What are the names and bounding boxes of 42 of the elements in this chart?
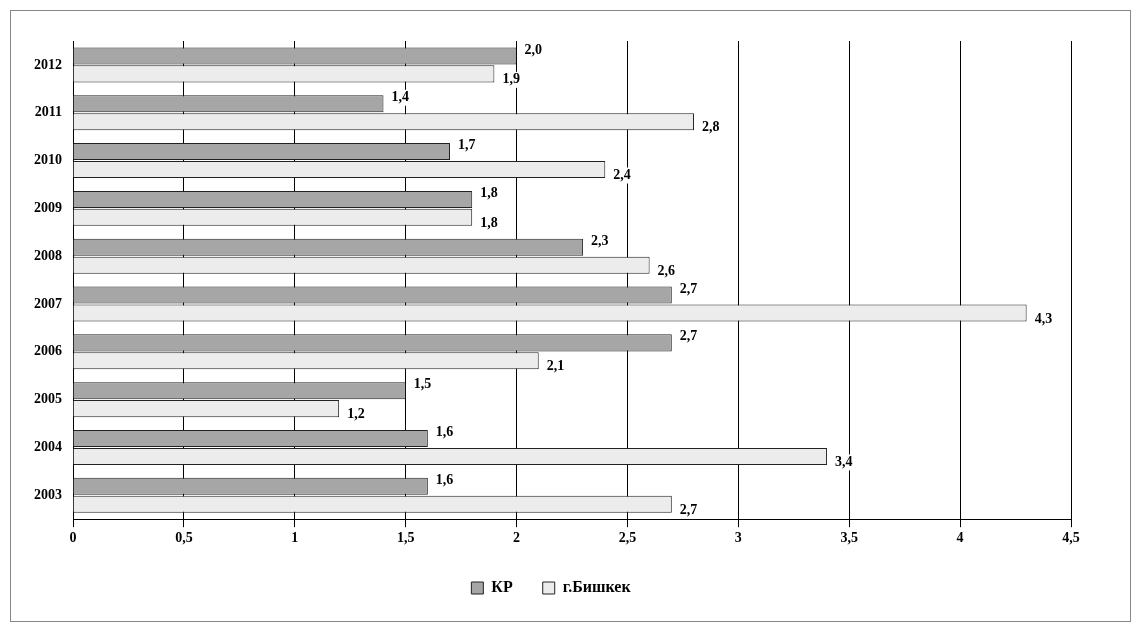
y-tick-label: 2007 [34, 295, 62, 311]
data-label: 3,4 [835, 454, 853, 470]
data-label: 1,4 [391, 89, 409, 105]
x-tick-label: 1 [291, 530, 299, 546]
y-tick-label: 2005 [34, 391, 62, 407]
y-tick-label: 2009 [34, 199, 62, 215]
data-label: 2,7 [679, 328, 698, 344]
data-label: 2,7 [679, 280, 698, 296]
data-label: 1,6 [435, 471, 454, 487]
x-tick-label: 0,5 [175, 530, 193, 546]
data-label: 1,9 [502, 71, 520, 87]
x-tick-label: 0 [69, 530, 77, 546]
data-label: 1,5 [413, 376, 432, 392]
data-label: 1,8 [480, 185, 498, 201]
data-label: 1,6 [435, 424, 454, 440]
data-label: 1,7 [458, 137, 476, 153]
x-tick-label: 2,5 [618, 530, 637, 546]
y-tick-label: 2012 [34, 56, 62, 72]
legend-label: г.Бишкек [562, 578, 632, 596]
data-label: 2,3 [591, 232, 609, 248]
data-label: 2,0 [524, 41, 543, 57]
x-tick-label: 3,5 [840, 530, 858, 546]
data-label: 2,8 [701, 119, 720, 135]
x-tick-label: 1,5 [396, 530, 415, 546]
y-tick-label: 2003 [34, 486, 62, 502]
x-tick-label: 2 [513, 530, 521, 546]
y-tick-label: 2011 [34, 104, 62, 120]
x-tick-label: 4 [956, 530, 964, 546]
data-label: 1,8 [480, 214, 498, 230]
y-tick-label: 2008 [34, 247, 62, 263]
legend-label: КР [491, 578, 513, 596]
y-tick-label: 2004 [34, 439, 62, 455]
data-label: 2,1 [546, 358, 565, 374]
data-label: 1,2 [347, 406, 365, 422]
data-label: 2,6 [657, 262, 676, 278]
data-label: 2,7 [679, 501, 698, 517]
x-tick-label: 3 [734, 530, 742, 546]
data-label: 4,3 [1034, 310, 1053, 326]
x-tick-label: 4,5 [1062, 530, 1080, 546]
data-label: 2,4 [613, 167, 631, 183]
y-tick-label: 2010 [34, 152, 62, 168]
y-tick-label: 2006 [34, 343, 62, 359]
